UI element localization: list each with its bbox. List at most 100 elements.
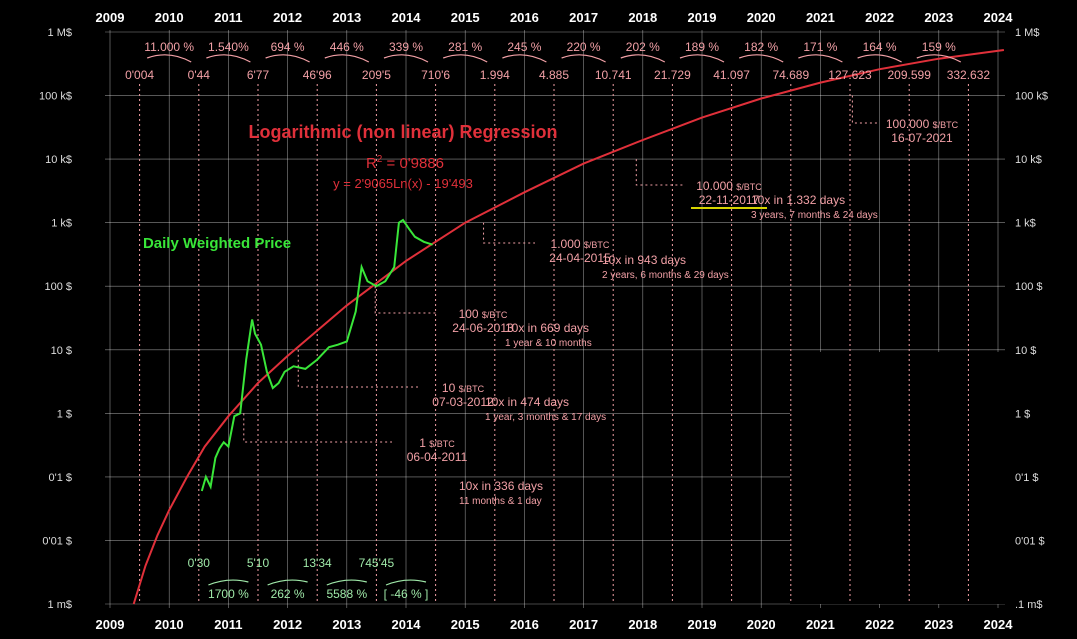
y-left-tick-3: 1 k$ [51,218,72,230]
x-top-tick-2024: 2024 [984,10,1014,25]
actual-value-2: 13'34 [303,556,332,570]
regression-value-8: 10.741 [595,68,632,82]
x-bottom-tick-2009: 2009 [96,617,125,632]
y-right-tick-3: 1 k$ [1015,218,1036,230]
growth-label-9: 189 % [685,40,719,54]
growth-arrow-4 [383,54,429,63]
growth-arrow-10 [738,54,784,63]
x-top-tick-2015: 2015 [451,10,480,25]
x-top-tick-2019: 2019 [688,10,717,25]
growth-label-1: 1.540% [208,40,249,54]
milestone-unit-3: $/BTC [584,240,610,250]
milestone-price-5: 100.000 $/BTC [886,117,959,131]
y-right-tick-7: 0'1 $ [1015,472,1039,484]
guide-lines [139,84,969,604]
y-right-tick-9: .1 m$ [1015,599,1043,611]
milestone-unit-0: $/BTC [429,439,455,449]
milestone-next-1: 10x in 474 days [485,395,569,409]
milestone-price-3: 1.000 $/BTC [551,237,610,251]
milestone-next-4: 10x in 1.332 days [751,193,845,207]
milestone-next-0: 10x in 336 days [459,479,543,493]
price-line [200,218,433,492]
x-bottom-tick-2017: 2017 [569,617,598,632]
regression-line [132,49,1005,605]
y-right-tick-5: 10 $ [1015,345,1036,357]
milestone-price-0: 1 $/BTC [419,436,455,450]
x-top-tick-2018: 2018 [628,10,657,25]
regression-value-10: 41.097 [713,68,750,82]
actual-growth-arrow-0 [208,579,249,586]
milestone-price-1: 10 $/BTC [442,381,485,395]
x-axis-top: 2009 2010 2011 2012 2013 2014 2015 2016 2017 2018… [96,10,1014,25]
y-right-tick-8: 0'01 $ [1015,535,1045,547]
growth-label-5: 281 % [448,40,482,54]
growth-arrow-2 [265,54,310,63]
milestone-connector-5 [851,95,877,124]
y-left-tick-5: 10 $ [51,345,72,357]
y-left-tick-1: 100 k$ [39,91,72,103]
regression-value-11: 74.689 [772,68,809,82]
y-right-tick-2: 10 k$ [1015,154,1042,166]
chart-title: Logarithmic (non linear) Regression [248,122,557,142]
growth-arrow-7 [561,54,606,63]
x-bottom-tick-2012: 2012 [273,617,302,632]
milestone-connector-0 [243,413,392,443]
growth-label-3: 446 % [330,40,364,54]
y-left-tick-9: 1 m$ [48,599,72,611]
y-left-tick-0: 1 M$ [48,27,72,39]
r2-value: = 0'9886 [382,155,444,172]
regression-value-4: 209'5 [362,68,391,82]
x-top-tick-2010: 2010 [155,10,184,25]
x-top-tick-2012: 2012 [273,10,302,25]
x-top-tick-2011: 2011 [214,10,242,25]
x-bottom-tick-2015: 2015 [451,617,480,632]
milestone-unit-4: $/BTC [736,182,762,192]
growth-arrow-11 [798,54,843,63]
x-top-tick-2021: 2021 [806,10,835,25]
actual-growth-3: [ -46 % ] [384,587,429,601]
actual-value-1: 5'10 [247,556,270,570]
milestone-detail-2: 1 year & 10 months [505,338,592,349]
x-bottom-tick-2019: 2019 [688,617,717,632]
actual-growth-0: 1700 % [208,587,249,601]
actual-value-3: 745'45 [359,556,395,570]
x-bottom-tick-2016: 2016 [510,617,539,632]
milestone-connector-4 [635,159,684,186]
growth-label-10: 182 % [744,40,778,54]
x-top-tick-2014: 2014 [392,10,422,25]
regression-value-9: 21.729 [654,68,691,82]
milestone-date-1: 07-03-2012 [432,395,494,409]
x-top-tick-2020: 2020 [747,10,776,25]
milestone-date-3: 24-04-2015 [549,251,611,265]
milestone-next-3: 10x in 943 days [602,253,686,267]
growth-label-7: 220 % [567,40,601,54]
milestone-date-0: 06-04-2011 [407,450,468,464]
growth-arrow-1 [206,54,251,63]
growth-arrow-9 [679,54,725,63]
x-bottom-tick-2010: 2010 [155,617,184,632]
price-series-label: Daily Weighted Price [143,235,291,252]
regression-equation: y = 2'9065Ln(x) - 19'493 [333,176,473,191]
milestone-detail-4: 3 years, 7 months & 24 days [751,210,878,221]
price-line-group [200,218,433,492]
y-left-tick-4: 100 $ [44,281,72,293]
growth-arrow-13 [916,54,962,63]
x-axis-bottom: 2009 2010 2011 2012 2013 2014 2015 2016 2017 2018… [96,617,1014,632]
x-bottom-tick-2013: 2013 [332,617,361,632]
regression-values: 0'004 0'44 6'77 46'96 209'5 710'6 1.994 4.885 10… [125,40,990,82]
x-bottom-tick-2022: 2022 [865,617,894,632]
grid [105,30,1005,608]
r2-sup: 2 [377,154,383,165]
milestone-connector-3 [483,222,535,244]
y-right-tick-1: 100 k$ [1015,91,1048,103]
x-bottom-tick-2014: 2014 [392,617,422,632]
regression-value-5: 710'6 [421,68,450,82]
x-bottom-tick-2021: 2021 [806,617,835,632]
regression-value-13: 209.599 [888,68,932,82]
growth-label-8: 202 % [626,40,660,54]
actual-growth-arrow-3 [385,579,427,586]
regression-value-2: 6'77 [247,68,270,82]
y-left-tick-2: 10 k$ [45,154,72,166]
actual-growth-1: 262 % [271,587,305,601]
